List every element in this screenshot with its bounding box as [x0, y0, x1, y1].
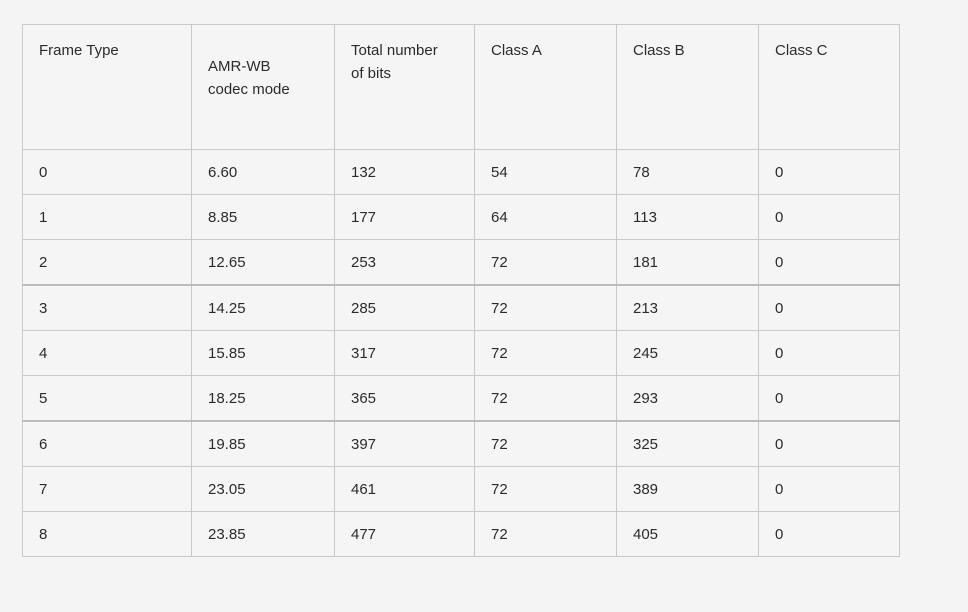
cell-class-b: 389 — [616, 466, 759, 512]
cell-frame-type: 6 — [22, 420, 192, 467]
cell-codec-mode: 15.85 — [191, 330, 335, 376]
cell-codec-mode: 6.60 — [191, 149, 335, 195]
cell-codec-mode: 14.25 — [191, 284, 335, 331]
cell-class-a: 72 — [474, 511, 617, 557]
table-row: 6 19.85 397 72 325 0 — [22, 420, 900, 467]
cell-class-b: 293 — [616, 375, 759, 422]
cell-class-b: 405 — [616, 511, 759, 557]
cell-class-c: 0 — [758, 420, 900, 467]
cell-class-a: 72 — [474, 420, 617, 467]
cell-class-c: 0 — [758, 239, 900, 286]
cell-codec-mode: 23.05 — [191, 466, 335, 512]
cell-class-a: 72 — [474, 239, 617, 286]
table-row: 4 15.85 317 72 245 0 — [22, 330, 900, 376]
cell-class-b: 213 — [616, 284, 759, 331]
column-header-frame-type: Frame Type — [22, 24, 192, 150]
cell-class-b: 245 — [616, 330, 759, 376]
cell-class-a: 54 — [474, 149, 617, 195]
cell-codec-mode: 19.85 — [191, 420, 335, 467]
column-header-total-bits: Total number of bits — [334, 24, 475, 150]
cell-frame-type: 3 — [22, 284, 192, 331]
column-header-class-b: Class B — [616, 24, 759, 150]
cell-class-a: 72 — [474, 375, 617, 422]
cell-total-bits: 177 — [334, 194, 475, 240]
column-header-class-c: Class C — [758, 24, 900, 150]
cell-codec-mode: 12.65 — [191, 239, 335, 286]
cell-class-a: 72 — [474, 284, 617, 331]
cell-frame-type: 2 — [22, 239, 192, 286]
table-row: 0 6.60 132 54 78 0 — [22, 149, 900, 195]
table-row: 8 23.85 477 72 405 0 — [22, 511, 900, 557]
cell-codec-mode: 18.25 — [191, 375, 335, 422]
table-row: 3 14.25 285 72 213 0 — [22, 284, 900, 331]
cell-class-c: 0 — [758, 466, 900, 512]
column-header-class-a: Class A — [474, 24, 617, 150]
cell-class-b: 325 — [616, 420, 759, 467]
cell-total-bits: 132 — [334, 149, 475, 195]
table-row: 2 12.65 253 72 181 0 — [22, 239, 900, 286]
cell-codec-mode: 8.85 — [191, 194, 335, 240]
cell-total-bits: 253 — [334, 239, 475, 286]
cell-frame-type: 7 — [22, 466, 192, 512]
table-row: 7 23.05 461 72 389 0 — [22, 466, 900, 512]
amr-wb-frame-type-table: Frame Type AMR-WB codec mode Total numbe… — [22, 24, 900, 557]
table-row: 1 8.85 177 64 113 0 — [22, 194, 900, 240]
table-row: 5 18.25 365 72 293 0 — [22, 375, 900, 422]
cell-codec-mode: 23.85 — [191, 511, 335, 557]
cell-class-c: 0 — [758, 330, 900, 376]
column-header-codec-mode: AMR-WB codec mode — [191, 24, 335, 150]
cell-frame-type: 5 — [22, 375, 192, 422]
cell-class-b: 113 — [616, 194, 759, 240]
table-header-row: Frame Type AMR-WB codec mode Total numbe… — [22, 24, 900, 150]
cell-total-bits: 397 — [334, 420, 475, 467]
cell-total-bits: 285 — [334, 284, 475, 331]
cell-class-c: 0 — [758, 194, 900, 240]
cell-total-bits: 317 — [334, 330, 475, 376]
cell-class-a: 72 — [474, 330, 617, 376]
cell-total-bits: 461 — [334, 466, 475, 512]
cell-class-c: 0 — [758, 511, 900, 557]
cell-frame-type: 0 — [22, 149, 192, 195]
cell-class-a: 64 — [474, 194, 617, 240]
cell-class-b: 181 — [616, 239, 759, 286]
cell-class-b: 78 — [616, 149, 759, 195]
cell-class-c: 0 — [758, 284, 900, 331]
cell-frame-type: 4 — [22, 330, 192, 376]
cell-class-c: 0 — [758, 375, 900, 422]
cell-total-bits: 477 — [334, 511, 475, 557]
cell-frame-type: 8 — [22, 511, 192, 557]
cell-total-bits: 365 — [334, 375, 475, 422]
cell-class-c: 0 — [758, 149, 900, 195]
cell-frame-type: 1 — [22, 194, 192, 240]
cell-class-a: 72 — [474, 466, 617, 512]
